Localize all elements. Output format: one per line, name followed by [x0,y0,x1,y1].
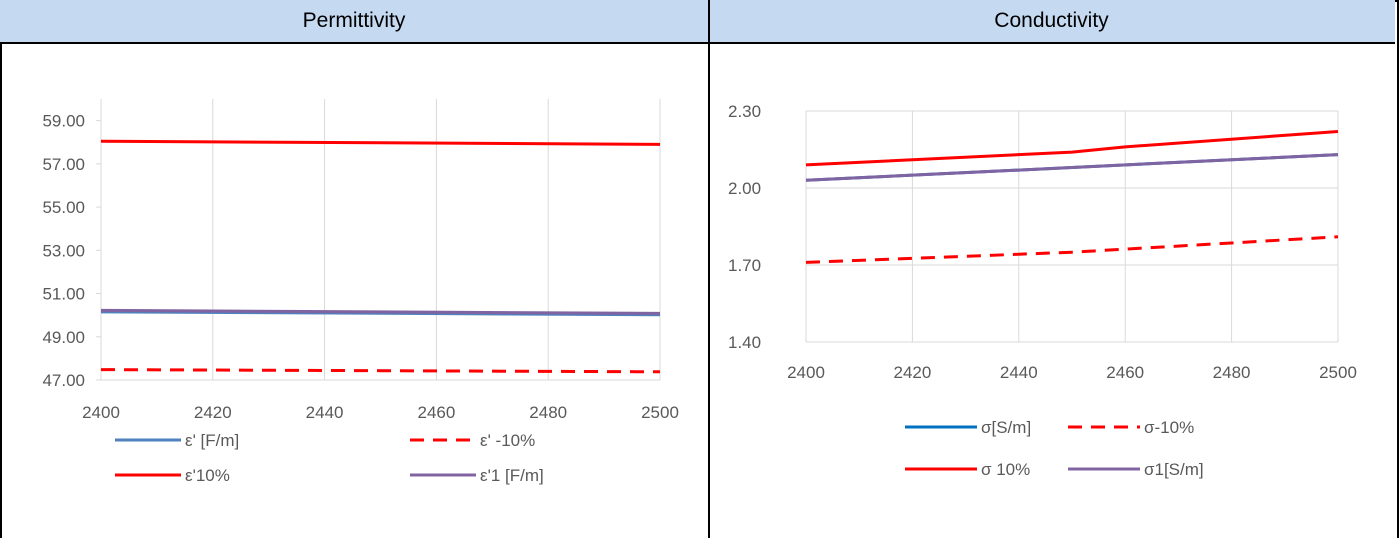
y-tick-label: 2.00 [728,179,761,198]
legend-label: σ1[S/m] [1144,460,1204,479]
series-line [805,130,1339,167]
series-line [805,235,1339,264]
y-tick-label: 49.00 [42,328,85,347]
x-tick-label: 2460 [417,403,455,422]
panel-divider [708,0,710,538]
x-tick-label: 2500 [1319,363,1357,382]
conductivity-title: Conductivity [994,9,1109,32]
x-tick-label: 2420 [893,363,931,382]
y-tick-label: 57.00 [42,155,85,174]
y-tick-label: 51.00 [42,285,85,304]
series-line [100,368,661,374]
x-tick-label: 2440 [1000,363,1038,382]
x-tick-label: 2480 [529,403,567,422]
y-tick-label: 55.00 [42,198,85,217]
x-tick-label: 2400 [82,403,120,422]
x-tick-label: 2400 [787,363,825,382]
x-tick-label: 2460 [1106,363,1144,382]
series-line [100,308,661,315]
permittivity-header: Permittivity [0,0,708,44]
y-tick-label: 1.70 [728,256,761,275]
y-tick-label: 53.00 [42,241,85,260]
x-tick-label: 2500 [641,403,679,422]
y-tick-label: 1.40 [728,333,761,352]
y-tick-label: 59.00 [42,112,85,131]
permittivity-title: Permittivity [302,9,406,32]
legend-label: ε' -10% [480,431,535,450]
x-tick-label: 2420 [194,403,232,422]
legend-label: ε'10% [185,466,230,485]
legend-label: σ-10% [1144,418,1194,437]
conductivity-header: Conductivity [708,0,1395,44]
y-tick-label: 47.00 [42,371,85,390]
x-tick-label: 2480 [1213,363,1251,382]
y-tick-label: 2.30 [728,102,761,121]
legend-label: σ 10% [981,460,1030,479]
x-tick-label: 2440 [306,403,344,422]
permittivity-chart: 47.00 49.00 51.00 53.00 55.00 57.00 59.00 2400 2… [42,99,679,485]
legend-label: ε'1 [F/m] [480,466,544,485]
series-line [100,139,661,146]
series-line [805,153,1339,182]
legend-label: σ[S/m] [981,418,1031,437]
legend-label: ε' [F/m] [185,431,239,450]
